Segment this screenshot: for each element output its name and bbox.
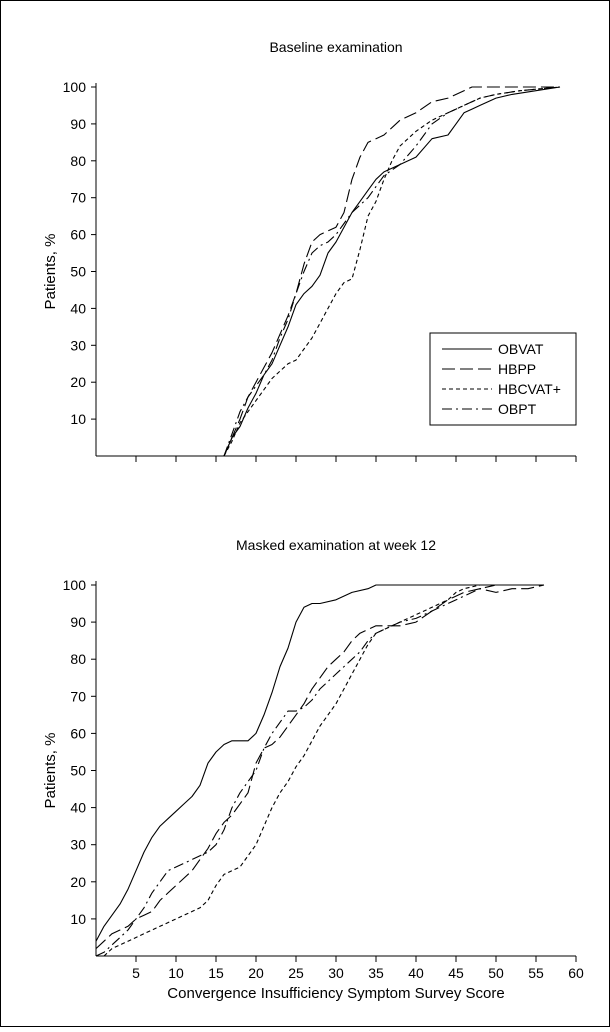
series-line-hbpp [223, 86, 560, 457]
chart-title: Baseline examination [269, 39, 402, 55]
y-tick-label: 10 [70, 411, 86, 427]
x-tick-label: 5 [132, 965, 140, 981]
y-tick-label: 60 [70, 725, 86, 741]
y-tick-label: 80 [70, 651, 86, 667]
y-tick-label: 30 [70, 337, 86, 353]
x-tick-label: 35 [368, 965, 384, 981]
y-tick-label: 100 [63, 79, 87, 95]
x-tick-label: 40 [408, 965, 424, 981]
y-tick-label: 50 [70, 763, 86, 779]
legend-label: OBPT [498, 401, 537, 417]
x-tick-label: 45 [448, 965, 464, 981]
y-tick-label: 100 [63, 577, 87, 593]
y-tick-label: 40 [70, 300, 86, 316]
legend-label: HBCVAT+ [498, 381, 561, 397]
x-tick-label: 10 [168, 965, 184, 981]
y-tick-label: 90 [70, 116, 86, 132]
series-line-hbcvat [103, 584, 544, 957]
y-tick-label: 20 [70, 374, 86, 390]
series-line-obpt [223, 86, 561, 457]
y-tick-label: 70 [70, 190, 86, 206]
x-axis-label: Convergence Insufficiency Symptom Survey… [167, 985, 504, 1002]
y-tick-label: 80 [70, 153, 86, 169]
x-tick-label: 25 [288, 965, 304, 981]
y-tick-label: 90 [70, 614, 86, 630]
y-axis-label: Patients, % [42, 234, 59, 310]
series-line-obpt [95, 584, 544, 957]
x-tick-label: 15 [208, 965, 224, 981]
x-tick-label: 30 [328, 965, 344, 981]
chart-panel-2: Masked examination at week 12 10 20 30 40 50 6… [42, 537, 584, 1002]
y-tick-label: 10 [70, 911, 86, 927]
x-tick-label: 50 [488, 965, 504, 981]
legend-label: OBVAT [498, 341, 544, 357]
series-line-hbcvat [223, 86, 561, 457]
x-tick-label: 55 [528, 965, 544, 981]
y-axis-label: Patients, % [42, 733, 59, 809]
y-tick-label: 50 [70, 264, 86, 280]
y-tick-label: 40 [70, 800, 86, 816]
legend-label: HBPP [498, 361, 536, 377]
y-tick-label: 20 [70, 874, 86, 890]
y-tick-label: 70 [70, 688, 86, 704]
legend: OBVAT HBPP HBCVAT+ OBPT [429, 332, 577, 426]
legend-box [429, 332, 577, 426]
y-tick-label: 60 [70, 227, 86, 243]
y-tick-label: 30 [70, 837, 86, 853]
chart-title: Masked examination at week 12 [236, 537, 436, 553]
series-line-hbpp [95, 584, 545, 950]
x-tick-label: 20 [248, 965, 264, 981]
chart-panel-1: Baseline examination 10 20 30 40 50 60 70 80 90 10… [42, 39, 577, 462]
series-line-obvat [95, 584, 544, 942]
x-tick-label: 60 [568, 965, 584, 981]
